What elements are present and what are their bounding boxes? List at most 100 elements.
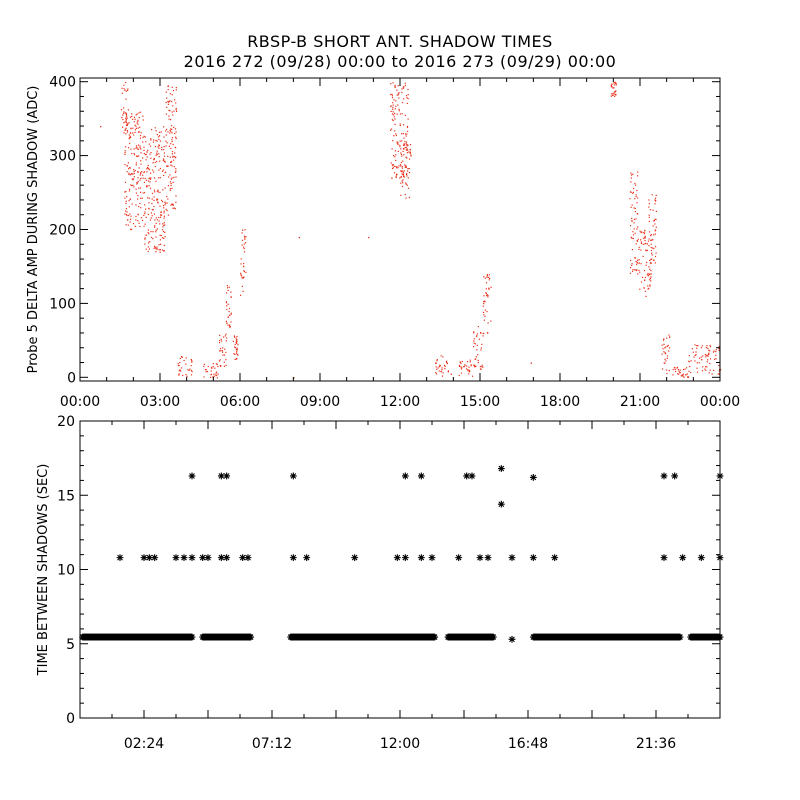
data-point <box>162 201 164 203</box>
data-point <box>394 86 396 88</box>
data-point <box>405 146 407 148</box>
data-point <box>476 335 478 337</box>
data-point <box>128 168 130 170</box>
data-point <box>137 177 139 179</box>
data-point <box>630 267 632 269</box>
data-point <box>698 357 701 359</box>
data-point <box>611 93 613 95</box>
data-point <box>400 152 402 154</box>
data-point <box>169 132 171 134</box>
data-point <box>162 226 164 228</box>
data-point <box>612 94 614 97</box>
data-point <box>400 182 402 184</box>
data-point <box>718 345 720 347</box>
data-point <box>137 220 139 222</box>
data-point <box>455 554 463 562</box>
data-point <box>486 275 488 277</box>
data-point <box>486 311 488 313</box>
data-point <box>172 90 175 92</box>
data-point <box>486 295 488 297</box>
data-point <box>158 135 161 137</box>
data-point <box>146 166 149 169</box>
data-point <box>145 234 147 236</box>
data-point <box>142 136 144 139</box>
data-point <box>135 164 137 166</box>
data-point <box>143 135 145 137</box>
data-point <box>402 179 404 181</box>
data-point <box>226 285 228 287</box>
data-point <box>139 126 141 128</box>
data-point <box>163 159 165 161</box>
data-point <box>166 202 168 204</box>
data-point <box>171 141 173 143</box>
data-point <box>485 292 487 294</box>
data-point <box>133 153 135 155</box>
data-point <box>240 274 242 276</box>
data-point <box>393 135 395 137</box>
data-point <box>140 177 142 179</box>
data-point <box>696 367 698 369</box>
x-tick-label: 09:00 <box>300 394 340 410</box>
data-point <box>715 351 717 353</box>
data-point <box>153 196 155 198</box>
data-point <box>439 365 441 367</box>
data-point <box>128 172 130 174</box>
data-point <box>697 554 705 562</box>
data-point <box>690 371 692 374</box>
data-point <box>161 199 163 201</box>
data-point <box>146 168 148 170</box>
data-point <box>131 203 133 205</box>
data-point <box>168 101 170 103</box>
data-point <box>226 322 228 324</box>
data-point <box>171 165 173 167</box>
data-point <box>409 149 411 151</box>
data-point <box>402 173 404 175</box>
data-point <box>655 252 657 254</box>
x-tick-label: 16:48 <box>508 736 548 752</box>
data-point <box>395 176 397 179</box>
data-point <box>649 273 651 275</box>
data-point <box>680 375 682 377</box>
data-point <box>171 187 173 189</box>
data-point <box>156 150 158 152</box>
data-point <box>210 376 212 378</box>
data-point <box>630 259 632 261</box>
data-point <box>174 208 176 210</box>
data-point <box>712 351 715 353</box>
data-point <box>684 368 686 370</box>
data-point <box>135 162 137 164</box>
data-point <box>473 332 475 334</box>
data-point <box>241 239 244 241</box>
data-point <box>637 171 639 173</box>
data-point <box>190 374 193 376</box>
data-point <box>157 201 159 203</box>
data-point <box>148 208 150 210</box>
data-point <box>444 368 446 370</box>
data-point <box>653 259 655 261</box>
data-point <box>394 86 396 88</box>
data-point <box>163 126 165 128</box>
data-point <box>483 319 485 321</box>
data-point <box>464 364 466 366</box>
data-point <box>127 123 129 125</box>
data-point <box>124 191 126 193</box>
data-point <box>123 122 125 124</box>
data-point <box>183 359 185 362</box>
data-point <box>145 216 147 218</box>
data-point <box>476 554 484 562</box>
data-point <box>650 239 652 241</box>
data-point <box>614 81 616 83</box>
data-point <box>392 82 394 84</box>
data-point <box>219 342 221 344</box>
data-point <box>668 347 671 349</box>
data-point <box>630 172 632 174</box>
data-point <box>240 272 242 274</box>
data-point <box>715 349 717 351</box>
data-point <box>133 176 135 178</box>
data-point <box>648 273 650 275</box>
data-point <box>133 172 135 175</box>
data-point <box>480 368 482 370</box>
data-point <box>155 180 157 182</box>
data-point <box>241 285 243 287</box>
